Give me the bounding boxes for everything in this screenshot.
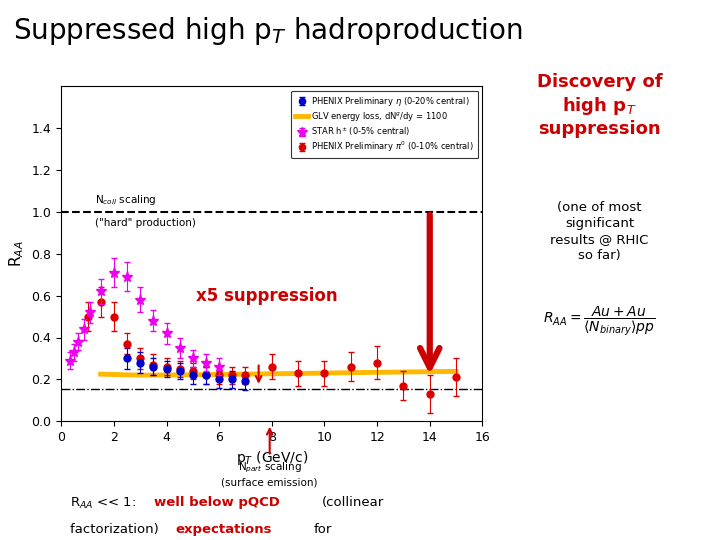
Text: well below pQCD: well below pQCD xyxy=(154,496,280,509)
Text: N$_{coll}$ scaling: N$_{coll}$ scaling xyxy=(96,193,157,207)
Text: $R_{AA} = \dfrac{Au+Au}{\langle N_{binary}\rangle pp}$: $R_{AA} = \dfrac{Au+Au}{\langle N_{binar… xyxy=(544,305,655,339)
Legend: PHENIX Preliminary $\eta$ (0-20% central), GLV energy loss, dN$^g$/dy = 1100, ST: PHENIX Preliminary $\eta$ (0-20% central… xyxy=(291,91,478,158)
GLV energy loss, dN$^g$/dy = 1100 xyxy=(399,369,408,375)
Text: ("hard" production): ("hard" production) xyxy=(96,218,197,228)
Text: Suppressed high p$_T$ hadroproduction: Suppressed high p$_T$ hadroproduction xyxy=(13,15,523,47)
GLV energy loss, dN$^g$/dy = 1100 xyxy=(451,368,460,375)
Text: (one of most
significant
results @ RHIC
so far): (one of most significant results @ RHIC … xyxy=(550,201,649,262)
Line: GLV energy loss, dN$^g$/dy = 1100: GLV energy loss, dN$^g$/dy = 1100 xyxy=(101,372,456,375)
Text: expectations: expectations xyxy=(175,523,271,536)
Text: Discovery of
high p$_T$
suppression: Discovery of high p$_T$ suppression xyxy=(536,73,662,138)
GLV energy loss, dN$^g$/dy = 1100 xyxy=(136,372,145,379)
Text: (collinear: (collinear xyxy=(323,496,384,509)
Text: x5 suppression: x5 suppression xyxy=(196,287,338,305)
X-axis label: p$_T$ (GeV/c): p$_T$ (GeV/c) xyxy=(235,449,308,468)
Y-axis label: R$_{AA}$: R$_{AA}$ xyxy=(7,240,26,267)
Text: R$_{AA}$ << 1:: R$_{AA}$ << 1: xyxy=(70,496,138,511)
GLV energy loss, dN$^g$/dy = 1100 xyxy=(346,369,355,376)
GLV energy loss, dN$^g$/dy = 1100 xyxy=(96,371,105,377)
GLV energy loss, dN$^g$/dy = 1100 xyxy=(189,372,197,378)
GLV energy loss, dN$^g$/dy = 1100 xyxy=(294,370,302,377)
Text: factorization): factorization) xyxy=(70,523,163,536)
GLV energy loss, dN$^g$/dy = 1100 xyxy=(241,371,250,377)
Text: for: for xyxy=(314,523,333,536)
Text: N$_{part}$ scaling
(surface emission): N$_{part}$ scaling (surface emission) xyxy=(222,461,318,487)
